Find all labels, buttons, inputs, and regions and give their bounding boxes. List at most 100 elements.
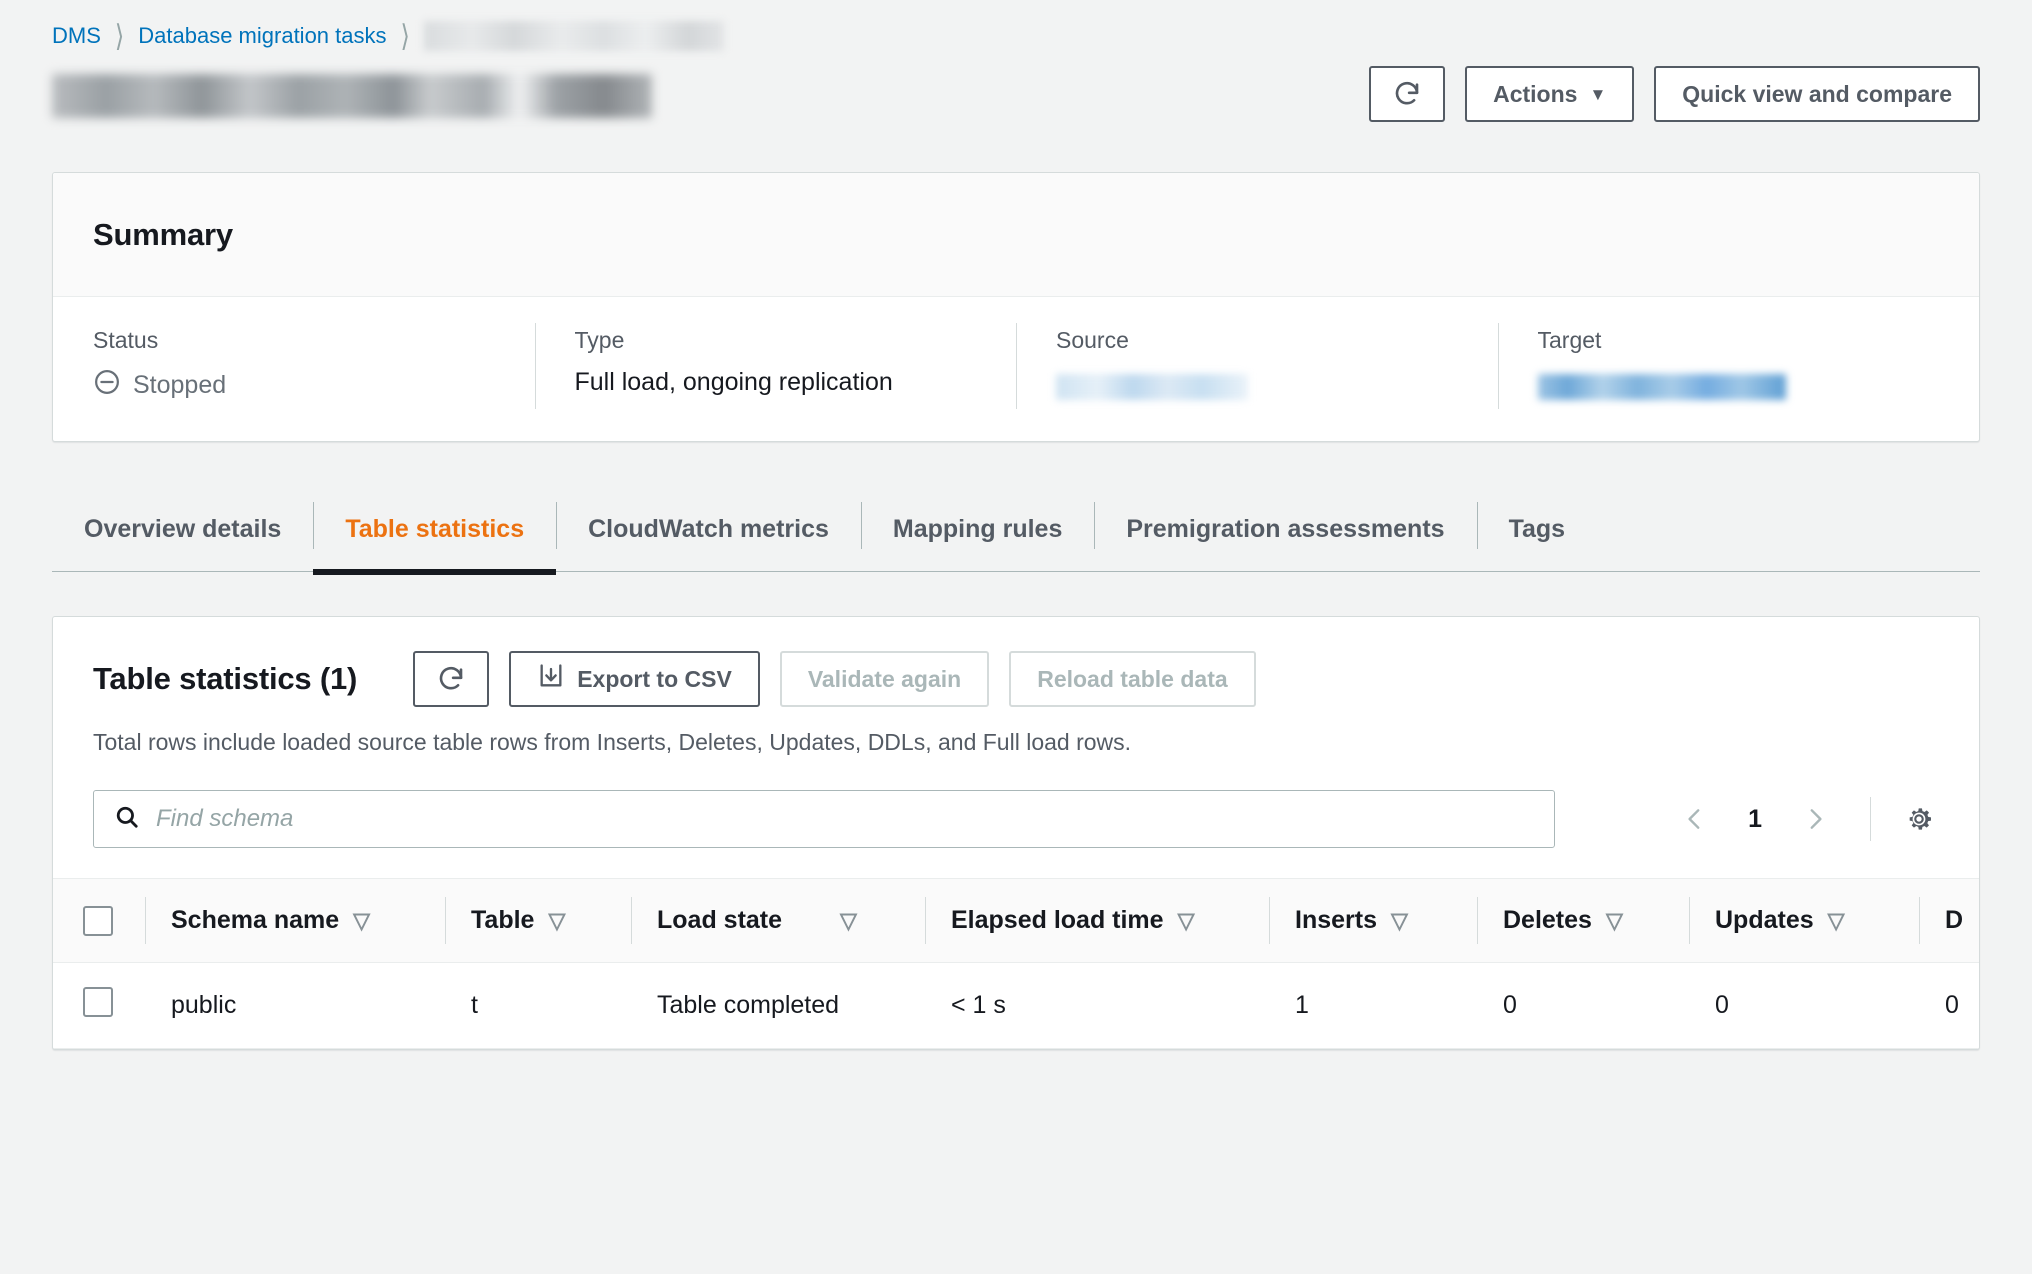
column-label-ddls: D: [1945, 906, 1964, 934]
column-header-schema-name[interactable]: Schema name ▽: [145, 878, 445, 963]
chevron-left-icon[interactable]: [1668, 798, 1722, 840]
refresh-icon: [436, 664, 466, 694]
table-statistics-actions: Export to CSV Validate again Reload tabl…: [413, 651, 1256, 707]
search-placeholder: Find schema: [156, 805, 294, 832]
summary-label-type: Type: [574, 327, 625, 353]
pagination-divider: [1870, 797, 1871, 841]
gear-icon[interactable]: [1899, 799, 1939, 839]
sort-icon: ▽: [1390, 907, 1408, 933]
status-badge: Stopped: [133, 371, 227, 399]
refresh-button[interactable]: [1369, 66, 1446, 122]
tab-overview-details[interactable]: Overview details: [84, 515, 282, 543]
pagination: 1: [1668, 797, 1939, 841]
table-statistics-panel: Table statistics (1): [52, 616, 1980, 1050]
breadcrumb-item-task-redacted[interactable]: [423, 21, 724, 51]
summary-label-target: Target: [1537, 327, 1602, 353]
column-label-table: Table: [471, 906, 535, 934]
sort-icon: ▽: [1177, 907, 1195, 933]
validate-again-button[interactable]: Validate again: [779, 651, 990, 707]
pagination-page-number[interactable]: 1: [1748, 804, 1762, 833]
breadcrumb-item-dms[interactable]: DMS: [52, 23, 101, 48]
summary-field-status: Status Stopped: [53, 327, 535, 403]
target-endpoint-redacted: [1537, 374, 1786, 400]
summary-value-status: Stopped: [93, 368, 495, 403]
summary-value-type: Full load, ongoing replication: [574, 368, 893, 396]
sort-icon: ▽: [1827, 907, 1845, 933]
breadcrumb-item-database-migration-tasks[interactable]: Database migration tasks: [138, 23, 387, 48]
row-checkbox[interactable]: [83, 987, 113, 1017]
export-to-csv-button[interactable]: Export to CSV: [509, 651, 760, 707]
actions-label: Actions: [1493, 80, 1578, 107]
source-endpoint-redacted: [1056, 374, 1248, 400]
table-statistics-table: Schema name ▽ Table ▽ Load state ▽: [53, 878, 1979, 1049]
table-filter-bar: Find schema 1: [53, 756, 1979, 878]
column-label-elapsed-load-time: Elapsed load time: [951, 906, 1164, 934]
select-all-checkbox[interactable]: [83, 905, 113, 936]
summary-field-type: Type Full load, ongoing replication: [534, 323, 1017, 409]
validate-again-label: Validate again: [807, 665, 962, 692]
column-label-inserts: Inserts: [1295, 906, 1377, 934]
summary-label-source: Source: [1056, 327, 1129, 353]
summary-field-source: Source: [1016, 323, 1498, 409]
table-statistics-description: Total rows include loaded source table r…: [93, 729, 1132, 755]
summary-field-target: Target: [1497, 323, 1980, 409]
select-all-header: [53, 878, 145, 963]
cell-elapsed-load-time: < 1 s: [925, 962, 1269, 1049]
table-refresh-button[interactable]: [413, 651, 490, 707]
column-header-ddls[interactable]: D: [1919, 878, 1979, 963]
summary-heading: Summary: [93, 216, 233, 252]
column-label-updates: Updates: [1715, 906, 1814, 934]
table-header-row: Schema name ▽ Table ▽ Load state ▽: [53, 878, 1979, 963]
column-header-elapsed-load-time[interactable]: Elapsed load time ▽: [925, 878, 1269, 963]
tab-cloudwatch-metrics[interactable]: CloudWatch metrics: [556, 488, 861, 571]
summary-value-source[interactable]: [1056, 368, 1458, 400]
summary-header: Summary: [53, 173, 1979, 297]
cell-table: t: [445, 962, 631, 1049]
column-label-schema-name: Schema name: [171, 906, 340, 934]
cell-load-state: Table completed: [631, 962, 925, 1049]
summary-label-status: Status: [93, 327, 159, 353]
breadcrumb-separator-icon: ⟩: [114, 19, 125, 53]
sort-icon: ▽: [353, 907, 371, 933]
page-header-actions: Actions ▼ Quick view and compare: [1369, 60, 1980, 122]
tab-tags[interactable]: Tags: [1476, 488, 1598, 571]
table-row[interactable]: public t Table completed < 1 s 1 0 0 0: [53, 962, 1979, 1049]
quick-view-label: Quick view and compare: [1682, 80, 1952, 107]
column-header-deletes[interactable]: Deletes ▽: [1477, 878, 1689, 963]
row-select-cell: [53, 962, 145, 1049]
search-icon: [114, 804, 140, 835]
chevron-down-icon: ▼: [1589, 84, 1607, 104]
tab-mapping-rules[interactable]: Mapping rules: [860, 488, 1094, 571]
cell-schema-name: public: [145, 962, 445, 1049]
column-header-updates[interactable]: Updates ▽: [1689, 878, 1919, 963]
column-header-table[interactable]: Table ▽: [445, 878, 631, 963]
summary-value-target[interactable]: [1537, 368, 1940, 400]
tab-bar: Overview details Table statistics CloudW…: [52, 488, 1980, 575]
search-input[interactable]: Find schema: [93, 790, 1555, 848]
actions-button[interactable]: Actions ▼: [1465, 66, 1635, 122]
sort-icon: ▽: [548, 907, 566, 933]
column-header-inserts[interactable]: Inserts ▽: [1269, 878, 1477, 963]
reload-table-data-button[interactable]: Reload table data: [1009, 651, 1256, 707]
breadcrumb-separator-icon: ⟩: [400, 19, 410, 53]
sort-icon: ▽: [840, 907, 857, 933]
page-title: [52, 74, 652, 118]
page-header: Actions ▼ Quick view and compare: [52, 60, 1980, 138]
sort-icon: ▽: [1605, 907, 1623, 933]
tab-premigration-assessments[interactable]: Premigration assessments: [1094, 488, 1476, 571]
summary-panel: Summary Status Stopped Type Full load: [52, 172, 1980, 442]
download-icon: [537, 662, 565, 696]
column-header-load-state[interactable]: Load state ▽: [631, 878, 925, 963]
stopped-icon: [93, 368, 121, 403]
summary-body: Status Stopped Type Full load, ongoing r…: [53, 297, 1979, 441]
reload-table-data-label: Reload table data: [1037, 665, 1228, 692]
quick-view-and-compare-button[interactable]: Quick view and compare: [1654, 66, 1980, 122]
cell-ddls: 0: [1919, 962, 1979, 1049]
chevron-right-icon[interactable]: [1788, 798, 1842, 840]
table-statistics-title: Table statistics (1): [93, 661, 358, 696]
export-to-csv-label: Export to CSV: [577, 665, 732, 692]
column-label-deletes: Deletes: [1503, 906, 1592, 934]
tab-table-statistics[interactable]: Table statistics: [313, 488, 556, 575]
cell-inserts: 1: [1269, 962, 1477, 1049]
